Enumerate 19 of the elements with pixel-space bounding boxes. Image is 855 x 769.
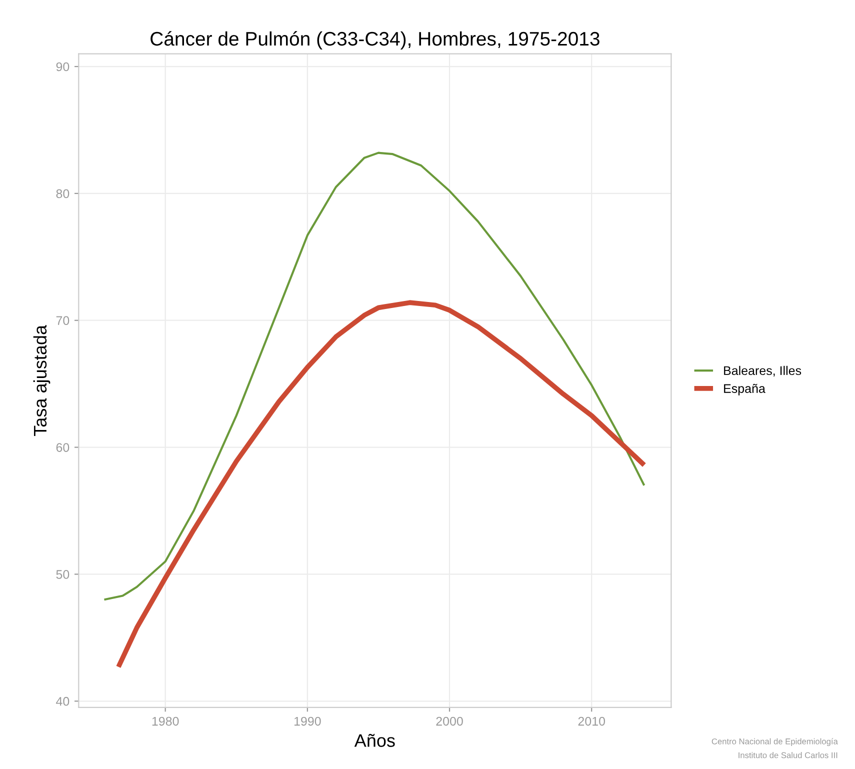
y-tick-label: 50 (56, 570, 70, 579)
text: Instituto de Salud Carlos III (738, 752, 838, 758)
x-tick-label: 1990 (294, 716, 321, 726)
legend-label: Baleares, Illes (724, 366, 802, 377)
chart-title: Cáncer de Pulmón (C33-C34), Hombres, 1975-2013 (150, 31, 600, 50)
x-tick-label: 2000 (436, 716, 463, 726)
y-tick-label: 70 (56, 316, 70, 326)
y-tick-label: 90 (56, 62, 70, 72)
line-series (103, 152, 646, 601)
x-axis-title: Años (354, 734, 395, 747)
x-tick-label: 2010 (578, 716, 606, 726)
line-series (116, 300, 647, 670)
y-tick-label: 40 (56, 696, 70, 706)
y-axis-title: Tasa ajustada (33, 324, 50, 436)
x-tick-label: 1980 (152, 716, 179, 726)
y-tick-label: 80 (56, 189, 70, 198)
text: Centro Nacional de Epidemiología (712, 738, 838, 746)
legend-label: España (724, 384, 766, 396)
y-tick-label: 60 (56, 443, 70, 452)
